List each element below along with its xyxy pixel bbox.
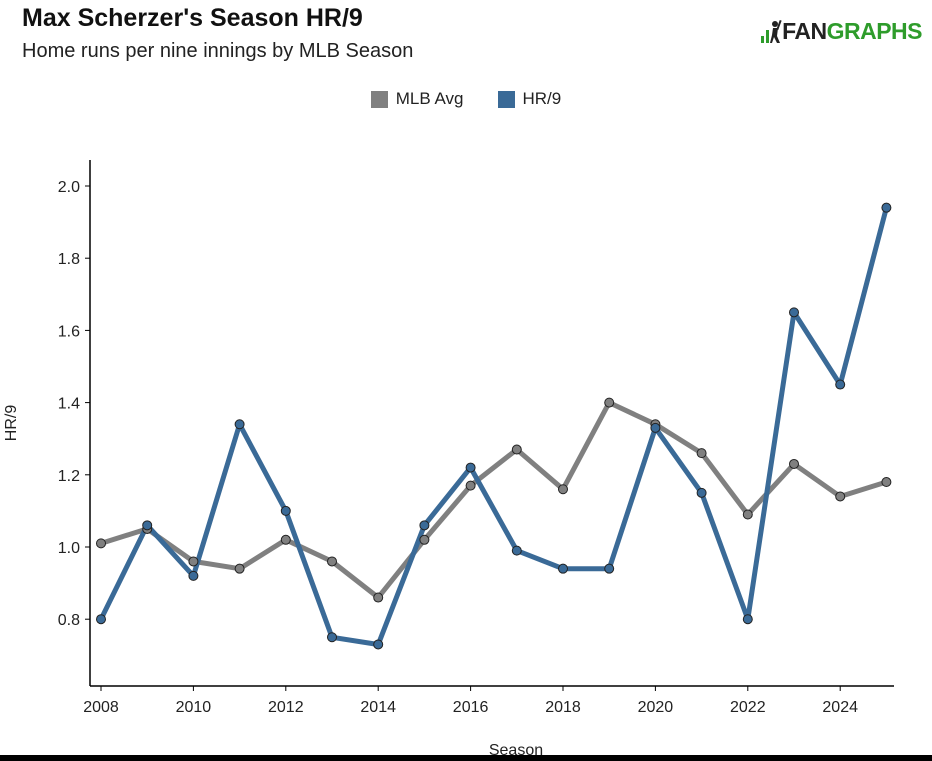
- series-line-hr9: [98, 205, 889, 647]
- data-point-mlb-avg-2008: [96, 538, 106, 549]
- y-axis-label: HR/9: [3, 405, 20, 442]
- x-tick-label: 2012: [268, 699, 304, 716]
- data-point-mlb-avg-2015: [419, 534, 430, 545]
- x-tick-label: 2016: [453, 699, 489, 716]
- data-point-mlb-avg-2019: [604, 397, 615, 408]
- legend-label-hr9: HR/9: [522, 89, 562, 108]
- y-tick-label: 1.8: [58, 251, 80, 268]
- data-point-hr9-2018: [558, 563, 568, 574]
- x-tick-label: 2010: [176, 699, 212, 716]
- x-tick-label: 2024: [822, 699, 858, 716]
- y-tick-label: 1.0: [58, 540, 80, 557]
- data-point-hr9-2021: [696, 487, 707, 498]
- legend-swatch-mlb-avg: [370, 90, 388, 108]
- data-point-hr9-2022: [742, 614, 753, 625]
- data-point-hr9-2016: [465, 462, 476, 473]
- data-point-hr9-2023: [789, 307, 799, 318]
- data-point-mlb-avg-2014: [373, 592, 384, 603]
- data-point-hr9-2012: [280, 505, 291, 516]
- data-point-hr9-2010: [188, 570, 199, 581]
- data-point-hr9-2017: [511, 545, 522, 556]
- legend-item-mlb-avg: MLB Avg: [370, 89, 464, 109]
- data-point-mlb-avg-2016: [465, 480, 476, 491]
- data-point-mlb-avg-2021: [696, 448, 707, 459]
- data-point-mlb-avg-2012: [280, 534, 291, 545]
- chart-subtitle: Home runs per nine innings by MLB Season: [22, 40, 414, 62]
- x-axis-label: Season: [489, 742, 543, 759]
- legend-swatch-hr9: [497, 90, 515, 108]
- data-point-hr9-2011: [234, 419, 245, 430]
- x-tick-label: 2008: [83, 699, 119, 716]
- data-point-hr9-2009: [142, 520, 153, 531]
- bottom-border: [0, 755, 932, 761]
- fangraphs-logo: FAN GRAPHS: [760, 18, 923, 45]
- chart-legend: MLB Avg HR/9: [0, 89, 932, 109]
- data-point-mlb-avg-2013: [327, 556, 337, 567]
- y-tick-label: 1.6: [58, 323, 80, 340]
- data-point-hr9-2013: [327, 632, 337, 643]
- fangraphs-logo-icon: [760, 19, 782, 45]
- data-point-hr9-2008: [96, 614, 106, 625]
- logo-text-graphs: GRAPHS: [826, 18, 923, 44]
- legend-label-mlb-avg: MLB Avg: [395, 89, 464, 108]
- y-tick-label: 2.0: [58, 179, 80, 196]
- data-point-mlb-avg-2011: [234, 563, 245, 574]
- x-tick-label: 2022: [730, 699, 766, 716]
- data-point-mlb-avg-2018: [558, 484, 568, 495]
- chart-title: Max Scherzer's Season HR/9: [22, 4, 363, 32]
- legend-item-hr9: HR/9: [497, 89, 562, 109]
- y-tick-label: 0.8: [58, 612, 80, 629]
- y-tick-label: 1.4: [58, 396, 80, 413]
- data-point-hr9-2020: [650, 422, 661, 433]
- data-point-mlb-avg-2017: [511, 444, 522, 455]
- y-tick-label: 1.2: [58, 468, 80, 485]
- logo-text-fan: FAN: [782, 18, 827, 44]
- data-point-mlb-avg-2024: [835, 491, 846, 502]
- data-point-mlb-avg-2025: [881, 477, 892, 488]
- data-point-hr9-2024: [835, 379, 846, 390]
- data-point-hr9-2019: [604, 563, 615, 574]
- x-tick-label: 2020: [638, 699, 674, 716]
- data-point-hr9-2025: [881, 202, 892, 213]
- x-tick-label: 2014: [360, 699, 396, 716]
- data-point-mlb-avg-2023: [789, 458, 799, 469]
- series-line-mlb-avg: [98, 400, 889, 600]
- data-point-mlb-avg-2010: [188, 556, 199, 567]
- x-tick-label: 2018: [545, 699, 581, 716]
- data-point-hr9-2014: [373, 639, 384, 650]
- data-point-mlb-avg-2022: [742, 509, 753, 520]
- data-point-hr9-2015: [419, 520, 430, 531]
